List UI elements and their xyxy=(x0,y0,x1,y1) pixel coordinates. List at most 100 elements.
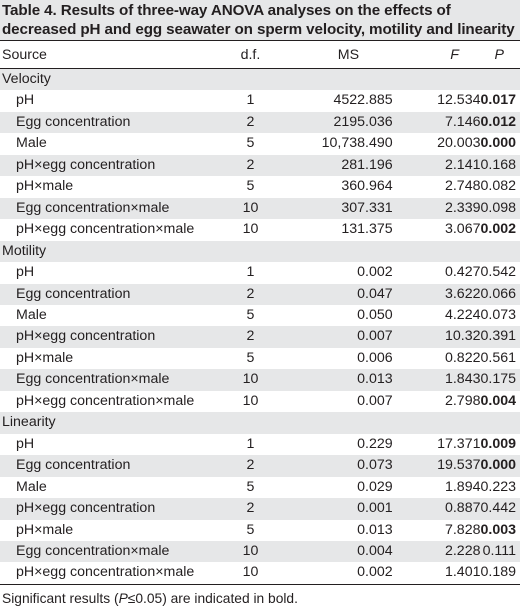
anova-table: Source d.f. MS F P Velocity pH 1 4522.885 12… xyxy=(0,40,520,585)
cell-p: 0.073 xyxy=(480,306,516,323)
cell-source: Egg concentration×male xyxy=(0,197,231,220)
cell-ms: 10,738.490 xyxy=(321,135,393,152)
cell-ms: 0.001 xyxy=(270,498,393,520)
cell-ms: 0.073 xyxy=(270,455,393,477)
table-footnote: Significant results (P≤0.05) are indicat… xyxy=(0,585,520,606)
cell-f: 4.224 xyxy=(444,306,481,323)
cell-source: Male xyxy=(16,478,47,495)
cell-df: 10 xyxy=(230,540,271,563)
cell-source: pH×egg concentration xyxy=(0,326,231,348)
header-ms: MS xyxy=(270,40,393,69)
cell-source: Male xyxy=(16,306,47,323)
cell-ms: 2195.036 xyxy=(270,111,393,134)
cell-ms: 0.047 xyxy=(270,283,393,305)
cell-ms: 0.050 xyxy=(357,306,393,323)
table-title: Table 4. Results of three-way ANOVA anal… xyxy=(0,0,520,40)
cell-df: 10 xyxy=(230,197,271,220)
cell-ms: 0.006 xyxy=(357,349,393,366)
table-row: pH×egg concentration×male 10 0.002 1.401 0.1… xyxy=(0,562,520,585)
header-p: P xyxy=(480,40,520,69)
cell-source: pH×male xyxy=(16,521,74,538)
group-row: Motility xyxy=(0,240,520,263)
cell-p: 0.003 xyxy=(480,521,516,538)
table-row: Egg concentration 2 0.073 19.537 0.000 xyxy=(0,455,520,477)
cell-df: 1 xyxy=(246,92,255,109)
cell-p: 0.012 xyxy=(480,111,520,134)
cell-source: Egg concentration×male xyxy=(0,540,231,563)
cell-f: 2.339 xyxy=(392,197,481,220)
cell-source: pH×egg concentration×male xyxy=(0,562,231,585)
cell-f: 2.798 xyxy=(444,392,481,409)
cell-p: 0.009 xyxy=(480,435,516,452)
cell-f: 12.534 xyxy=(437,92,481,109)
cell-f: 7.828 xyxy=(444,521,481,538)
table-row: pH×egg concentration×male 10 0.007 2.798 0.0… xyxy=(0,391,520,412)
cell-source: pH×male xyxy=(16,349,74,366)
cell-df: 5 xyxy=(246,349,255,366)
cell-ms: 0.004 xyxy=(270,540,393,563)
group-label: Motility xyxy=(0,240,520,263)
cell-ms: 0.229 xyxy=(357,435,393,452)
cell-ms: 360.964 xyxy=(341,178,393,195)
cell-p: 0.000 xyxy=(480,455,520,477)
table-row: pH×male 5 0.013 7.828 0.003 xyxy=(0,520,520,541)
table-row: pH×egg concentration 2 281.196 2.141 0.168 xyxy=(0,154,520,177)
table-row: Egg concentration 2 2195.036 7.146 0.012 xyxy=(0,111,520,134)
header-row: Source d.f. MS F P xyxy=(0,40,520,69)
cell-f: 19.537 xyxy=(392,455,481,477)
cell-f: 20.003 xyxy=(437,135,481,152)
cell-ms: 0.002 xyxy=(357,264,393,281)
cell-df: 5 xyxy=(246,306,255,323)
cell-p: 0.111 xyxy=(480,540,520,563)
cell-df: 2 xyxy=(230,498,271,520)
cell-ms: 281.196 xyxy=(270,154,393,177)
cell-source: pH×egg concentration×male xyxy=(16,221,195,238)
table-row: pH×egg concentration 2 0.007 10.32 0.391 xyxy=(0,326,520,348)
cell-ms: 0.007 xyxy=(357,392,393,409)
cell-source: pH×egg concentration xyxy=(0,498,231,520)
cell-df: 2 xyxy=(230,111,271,134)
group-label: Velocity xyxy=(0,68,520,91)
cell-df: 2 xyxy=(230,154,271,177)
cell-source: pH×egg concentration×male xyxy=(16,392,195,409)
cell-df: 10 xyxy=(230,562,271,585)
cell-source: Egg concentration×male xyxy=(0,369,231,391)
cell-p: 0.175 xyxy=(480,369,520,391)
cell-ms: 4522.885 xyxy=(333,92,393,109)
cell-p: 0.442 xyxy=(480,498,520,520)
cell-p: 0.223 xyxy=(480,478,516,495)
cell-df: 1 xyxy=(246,264,255,281)
cell-f: 1.894 xyxy=(444,478,481,495)
cell-df: 5 xyxy=(246,135,255,152)
cell-ms: 0.013 xyxy=(270,369,393,391)
cell-ms: 307.331 xyxy=(270,197,393,220)
group-label: Linearity xyxy=(0,412,520,434)
cell-f: 17.371 xyxy=(437,435,481,452)
group-row: Velocity xyxy=(0,68,520,91)
cell-p: 0.189 xyxy=(480,562,520,585)
table-row: pH×egg concentration×male 10 131.375 3.067 0… xyxy=(0,219,520,240)
header-source: Source xyxy=(0,40,231,69)
cell-ms: 0.029 xyxy=(357,478,393,495)
group-row: Linearity xyxy=(0,412,520,434)
cell-df: 5 xyxy=(246,478,255,495)
table-row: pH 1 4522.885 12.534 0.017 xyxy=(0,90,520,111)
table-row: pH×egg concentration 2 0.001 0.887 0.442 xyxy=(0,498,520,520)
footnote-italic: P xyxy=(118,590,128,606)
table-row: pH 1 0.002 0.427 0.542 xyxy=(0,262,520,283)
cell-p: 0.561 xyxy=(480,349,516,366)
cell-source: pH xyxy=(16,92,35,109)
cell-p: 0.004 xyxy=(480,392,516,409)
cell-df: 2 xyxy=(230,326,271,348)
cell-f: 7.146 xyxy=(392,111,481,134)
cell-f: 2.748 xyxy=(444,178,481,195)
cell-source: Male xyxy=(16,135,47,152)
cell-ms: 0.013 xyxy=(357,521,393,538)
table-row: Egg concentration×male 10 307.331 2.339 0.09… xyxy=(0,197,520,220)
table-row: pH×male 5 0.006 0.822 0.561 xyxy=(0,348,520,369)
table-row: pH 1 0.229 17.371 0.009 xyxy=(0,434,520,455)
table-row: Male 5 10,738.490 20.003 0.000 xyxy=(0,133,520,154)
cell-df: 5 xyxy=(246,178,255,195)
cell-source: pH×male xyxy=(16,178,74,195)
